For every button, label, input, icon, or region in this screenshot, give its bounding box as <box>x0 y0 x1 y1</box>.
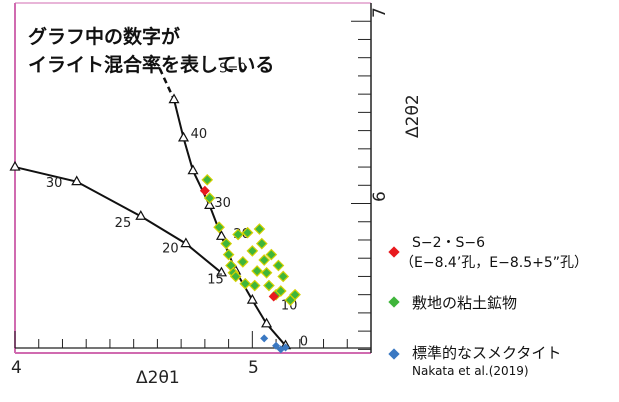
site-clay-point <box>274 285 287 297</box>
curve-label: 0 <box>300 335 308 350</box>
site-clay-point <box>260 266 273 279</box>
site-clay-point <box>203 192 216 204</box>
y-tick-6: 6 <box>370 191 390 202</box>
site-clay-point <box>246 245 259 257</box>
site-clay-point <box>229 270 242 283</box>
s2-s6-point <box>268 291 279 302</box>
triangle-marker <box>9 160 21 171</box>
smectite-point <box>260 334 269 343</box>
site-clay-point <box>263 279 275 292</box>
legend-label-line1: 標準的なスメクタイト <box>412 344 562 362</box>
curve-label: 15 <box>207 273 224 288</box>
site-clay-point <box>248 279 261 292</box>
smectite-point <box>272 341 281 350</box>
smectite-point <box>281 343 290 352</box>
triangle-marker <box>215 230 228 240</box>
site-clay-point <box>265 248 278 261</box>
y-axis-label: Δ2θ2 <box>403 94 423 138</box>
triangle-marker <box>168 93 180 104</box>
site-clay-point <box>272 259 285 272</box>
site-clay-point <box>222 248 235 261</box>
triangle-marker <box>135 210 147 220</box>
triangle-marker <box>261 317 273 328</box>
site-clay-point <box>236 256 249 268</box>
curve-label: 30 <box>46 176 63 191</box>
triangle-marker <box>246 293 258 304</box>
site-clay-point <box>253 223 266 235</box>
site-clay-point <box>201 173 214 186</box>
x-axis-label: Δ2θ1 <box>136 368 180 388</box>
series-dashed-extension <box>158 68 176 101</box>
legend-label-line1: 敷地の粘土鉱物 <box>412 294 518 312</box>
note-line-1: グラフ中の数字が <box>28 26 181 48</box>
curve-label: 25 <box>115 216 132 231</box>
legend-label-line2: （E−8.4’孔，E−8.5+5”孔） <box>400 255 589 271</box>
site-clay-point <box>213 221 225 234</box>
site-clay-point <box>289 288 301 301</box>
x-tick-4: 4 <box>11 358 22 378</box>
note-line-2: イライト混合率を表している <box>28 54 275 76</box>
site-clay-point <box>239 277 252 290</box>
curve-label: 40 <box>191 127 208 142</box>
site-clay-point <box>232 228 244 241</box>
site-clay-point <box>241 226 254 239</box>
site-clay-point <box>258 254 271 266</box>
site-clay-point <box>251 265 263 277</box>
legend-label-line2: Nakata et al.(2019) <box>412 364 529 378</box>
site-clay-point <box>277 270 290 283</box>
site-clay-point <box>220 237 233 250</box>
triangle-marker <box>71 175 83 186</box>
legend-label-line1: S−2・S−6 <box>412 235 486 251</box>
s2-s6-point <box>199 185 210 196</box>
site-clay-point <box>255 237 268 250</box>
x-tick-5: 5 <box>248 358 259 378</box>
triangle-marker <box>177 131 190 142</box>
triangle-marker <box>215 266 228 277</box>
curve-label: S=0 <box>219 61 246 76</box>
curve-label: 30 <box>214 196 231 211</box>
y-tick-7: 7 <box>370 7 390 18</box>
triangle-marker <box>187 164 199 175</box>
triangle-marker <box>180 237 192 248</box>
triangle-marker <box>204 199 216 209</box>
curve-label: 20 <box>162 242 179 257</box>
